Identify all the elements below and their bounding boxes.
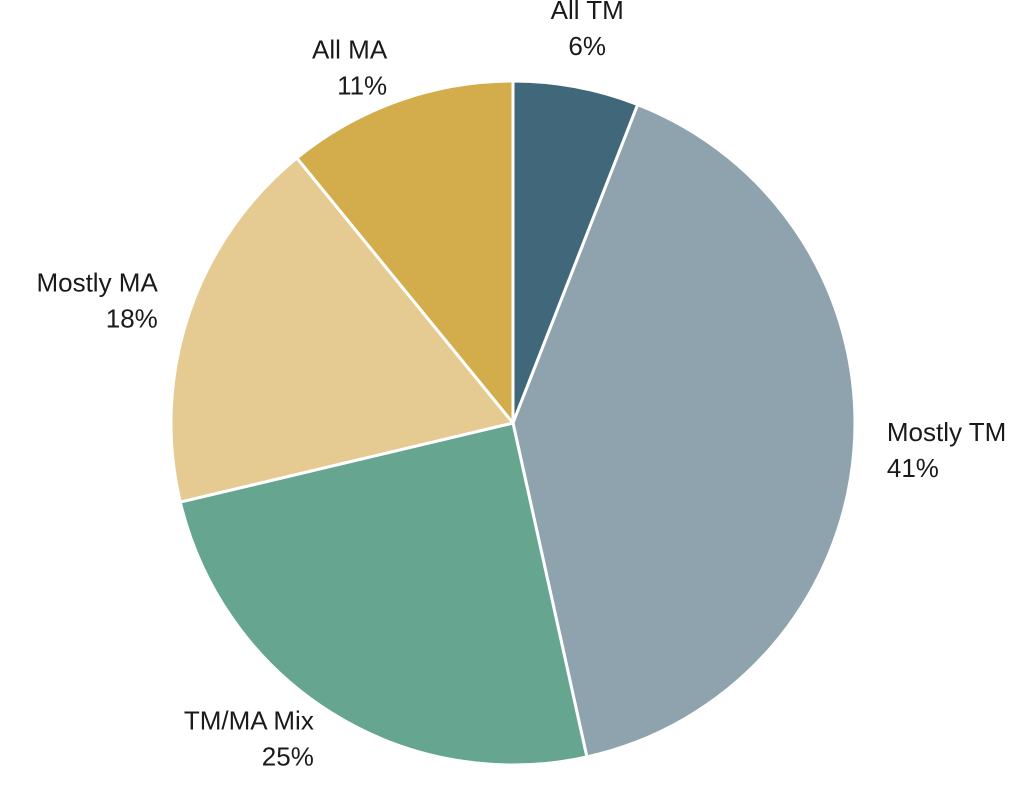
slice-label: Mostly TM bbox=[887, 417, 1006, 447]
slice-value-label: 41% bbox=[887, 453, 939, 483]
slice-value-label: 18% bbox=[106, 304, 158, 334]
slice-label: TM/MA Mix bbox=[184, 706, 314, 736]
slice-value-label: 25% bbox=[262, 742, 314, 772]
slice-label: All MA bbox=[312, 35, 388, 65]
pie-slice bbox=[178, 421, 589, 767]
slice-value-label: 6% bbox=[568, 31, 606, 61]
pie-slice bbox=[511, 79, 640, 425]
slice-label: Mostly MA bbox=[36, 268, 158, 298]
slice-value-label: 11% bbox=[337, 71, 387, 101]
pie-slice bbox=[169, 156, 515, 504]
pie-slice bbox=[511, 103, 857, 759]
pie-slice bbox=[295, 79, 515, 425]
slice-label: All TM bbox=[551, 0, 624, 25]
